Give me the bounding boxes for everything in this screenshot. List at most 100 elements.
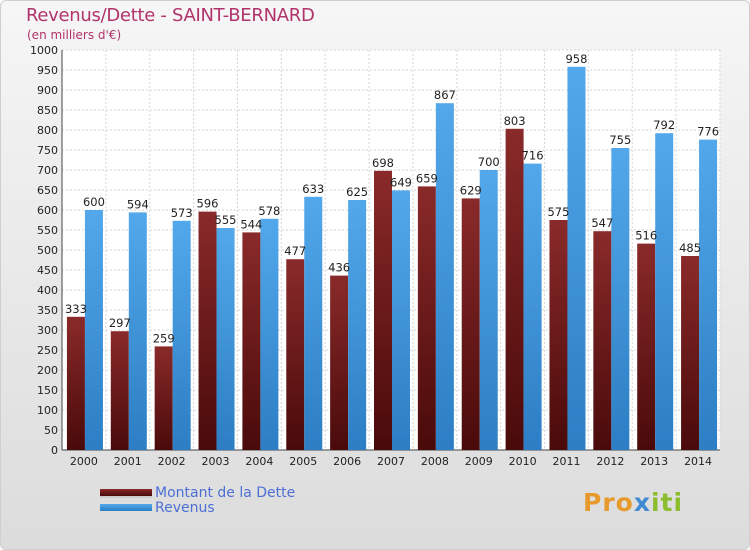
value-label-dette: 477 bbox=[284, 244, 306, 258]
x-tick-label: 2009 bbox=[465, 455, 493, 468]
value-label-dette: 297 bbox=[109, 316, 131, 330]
x-tick-label: 2014 bbox=[684, 455, 712, 468]
y-tick-label: 950 bbox=[37, 64, 58, 77]
x-tick-label: 2008 bbox=[421, 455, 449, 468]
logo-part-3: iti bbox=[650, 488, 684, 517]
y-tick-label: 150 bbox=[37, 384, 58, 397]
value-label-dette: 575 bbox=[547, 205, 569, 219]
y-tick-label: 800 bbox=[37, 124, 58, 137]
bar-revenus bbox=[84, 210, 103, 450]
bar-revenus bbox=[479, 170, 498, 450]
y-tick-label: 700 bbox=[37, 164, 58, 177]
bar-revenus bbox=[699, 139, 718, 450]
value-label-revenus: 792 bbox=[653, 118, 675, 132]
y-tick-label: 450 bbox=[37, 264, 58, 277]
bar-dette bbox=[637, 243, 656, 450]
bar-dette bbox=[110, 331, 129, 450]
value-label-dette: 516 bbox=[635, 229, 657, 243]
y-tick-label: 500 bbox=[37, 244, 58, 257]
labels: 0 50 100 150 200 250 300 350 400 450 500 550 600 650 7… bbox=[30, 44, 719, 468]
value-label-revenus: 633 bbox=[302, 182, 324, 196]
value-label-revenus: 700 bbox=[478, 155, 500, 169]
bar-revenus bbox=[435, 103, 454, 450]
bar-revenus bbox=[172, 220, 191, 450]
bar-revenus bbox=[216, 228, 235, 450]
bars bbox=[66, 66, 718, 451]
y-tick-label: 650 bbox=[37, 184, 58, 197]
value-label-revenus: 578 bbox=[258, 204, 280, 218]
value-label-dette: 333 bbox=[65, 302, 87, 316]
bar-revenus bbox=[348, 200, 367, 450]
bar-dette bbox=[374, 170, 392, 451]
x-tick-label: 2013 bbox=[640, 455, 668, 468]
chart-subtitle: (en milliers d'€) bbox=[27, 28, 122, 42]
bar-dette bbox=[242, 232, 261, 450]
value-label-revenus: 594 bbox=[127, 197, 149, 211]
proxiti-logo: Proxiti bbox=[583, 488, 683, 517]
bar-dette bbox=[198, 211, 217, 450]
value-label-revenus: 755 bbox=[609, 133, 631, 147]
bar-dette bbox=[66, 316, 85, 450]
value-label-revenus: 958 bbox=[565, 52, 587, 66]
y-tick-label: 900 bbox=[37, 84, 58, 97]
bar-dette bbox=[154, 346, 173, 450]
x-tick-label: 2003 bbox=[202, 455, 230, 468]
y-tick-label: 200 bbox=[37, 364, 58, 377]
bar-chart: 0 50 100 150 200 250 300 350 400 450 500 550 600 650 7… bbox=[30, 44, 721, 468]
value-label-dette: 547 bbox=[591, 216, 613, 230]
y-tick-label: 400 bbox=[37, 284, 58, 297]
chart-title: Revenus/Dette - SAINT-BERNARD bbox=[26, 5, 315, 26]
y-tick-label: 850 bbox=[37, 104, 58, 117]
legend-swatch-dette bbox=[100, 489, 152, 496]
bar-revenus bbox=[655, 133, 674, 450]
value-label-dette: 698 bbox=[372, 156, 394, 170]
bar-dette bbox=[286, 259, 305, 450]
y-tick-label: 100 bbox=[37, 404, 58, 417]
value-label-dette: 544 bbox=[240, 217, 262, 231]
x-tick-label: 2005 bbox=[289, 455, 317, 468]
y-tick-label: 350 bbox=[37, 304, 58, 317]
value-label-dette: 259 bbox=[153, 331, 175, 345]
value-label-dette: 485 bbox=[679, 241, 701, 255]
value-label-revenus: 600 bbox=[83, 195, 105, 209]
x-tick-label: 2002 bbox=[158, 455, 186, 468]
bar-dette bbox=[330, 275, 349, 450]
y-tick-label: 550 bbox=[37, 224, 58, 237]
logo-part-2: x bbox=[633, 488, 651, 517]
bar-revenus bbox=[304, 196, 323, 450]
value-label-revenus: 555 bbox=[215, 213, 237, 227]
bar-dette bbox=[593, 231, 612, 450]
value-label-revenus: 625 bbox=[346, 185, 368, 199]
bar-revenus bbox=[611, 148, 630, 450]
y-tick-label: 750 bbox=[37, 144, 58, 157]
bar-revenus bbox=[523, 163, 542, 450]
value-label-revenus: 649 bbox=[390, 175, 412, 189]
bar-dette bbox=[549, 220, 568, 450]
x-tick-label: 2007 bbox=[377, 455, 405, 468]
y-tick-label: 250 bbox=[37, 344, 58, 357]
value-label-revenus: 716 bbox=[522, 149, 544, 163]
value-label-revenus: 867 bbox=[434, 88, 456, 102]
bar-dette bbox=[417, 186, 436, 450]
y-tick-label: 600 bbox=[37, 204, 58, 217]
x-tick-label: 2006 bbox=[333, 455, 361, 468]
x-tick-label: 2012 bbox=[596, 455, 624, 468]
value-label-dette: 629 bbox=[460, 183, 482, 197]
y-tick-label: 1000 bbox=[30, 44, 58, 57]
y-tick-label: 300 bbox=[37, 324, 58, 337]
value-label-dette: 803 bbox=[504, 114, 526, 128]
x-tick-label: 2010 bbox=[509, 455, 537, 468]
legend-label-dette: Montant de la Dette bbox=[155, 485, 296, 501]
value-label-dette: 659 bbox=[416, 171, 438, 185]
legend-swatch-revenus bbox=[100, 504, 152, 511]
bar-revenus bbox=[128, 212, 147, 450]
logo-part-1: Pro bbox=[583, 488, 634, 517]
bar-dette bbox=[681, 256, 700, 450]
value-label-revenus: 573 bbox=[171, 206, 193, 220]
value-label-dette: 596 bbox=[197, 197, 219, 211]
x-tick-label: 2000 bbox=[70, 455, 98, 468]
x-tick-label: 2001 bbox=[114, 455, 142, 468]
legend-label-revenus: Revenus bbox=[155, 500, 215, 516]
bar-dette bbox=[461, 198, 480, 450]
bar-revenus bbox=[260, 218, 279, 450]
